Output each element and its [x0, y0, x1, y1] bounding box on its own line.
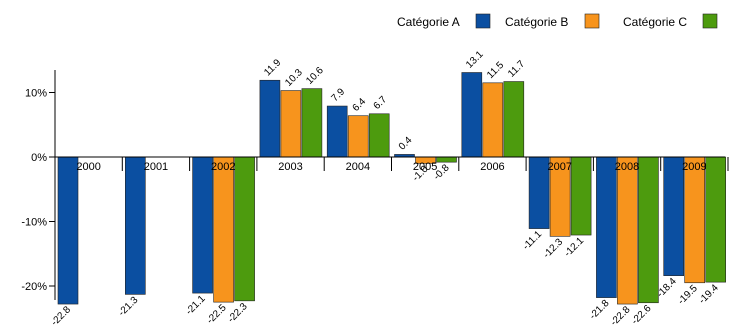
y-tick-label: 0% [31, 152, 47, 164]
x-tick-label: 2001 [144, 161, 168, 173]
data-label: -21.1 [184, 293, 208, 317]
data-label: -19.5 [676, 283, 700, 307]
bar-2001-1 [125, 156, 146, 295]
bar-2008-3 [638, 156, 659, 304]
x-tick-label: 2005 [413, 161, 437, 173]
bar-2004-2 [347, 115, 369, 158]
y-tick-label: -10% [21, 217, 47, 229]
bar-2005-3 [436, 156, 457, 163]
bar-2006-3 [503, 81, 525, 158]
data-label: -22.8 [609, 304, 633, 328]
data-label: 10.3 [283, 67, 305, 89]
data-label: -12.1 [562, 235, 586, 259]
data-label: -11.1 [521, 229, 545, 253]
bar-2009-3 [705, 156, 727, 283]
y-tick-label: 10% [25, 88, 47, 100]
bar-2000-1 [57, 156, 79, 305]
data-label: 11.9 [262, 57, 283, 78]
data-label: 13.1 [464, 49, 486, 71]
data-label: 6.4 [351, 96, 369, 114]
data-label: -12.3 [541, 236, 565, 260]
x-tick-label: 2009 [682, 161, 706, 173]
data-label: 6.7 [372, 94, 390, 112]
x-tick-label: 2007 [548, 161, 572, 173]
data-label: -21.8 [588, 298, 612, 322]
legend: Catégorie A Catégorie B Catégorie C [397, 13, 718, 29]
bar-2002-2 [213, 156, 234, 303]
bar-2004-1 [326, 105, 348, 158]
y-tick-label: -20% [21, 281, 47, 293]
x-tick-label: 2006 [480, 161, 504, 173]
bar-2006-1 [461, 72, 483, 158]
data-label: 11.7 [506, 58, 527, 79]
data-label: -22.6 [630, 303, 654, 327]
data-label: 0.4 [397, 135, 415, 153]
data-label: -22.3 [226, 301, 250, 325]
legend-label: Catégorie C [623, 15, 687, 29]
legend-label: Catégorie A [397, 15, 460, 29]
data-label: -22.5 [205, 302, 229, 326]
bar-2004-3 [368, 113, 390, 158]
bar-2009-2 [684, 156, 706, 284]
data-label: -21.3 [117, 294, 141, 318]
x-tick-label: 2008 [615, 161, 639, 173]
bar-2008-2 [617, 156, 638, 305]
bar-2003-3 [301, 88, 323, 158]
x-tick-label: 2000 [76, 161, 100, 173]
bar-2003-2 [280, 90, 302, 158]
legend-swatch [702, 13, 718, 29]
bars [57, 72, 727, 305]
bar-2007-3 [570, 156, 592, 236]
bar-2003-1 [259, 79, 281, 158]
bar-2009-1 [663, 156, 685, 276]
legend-swatch [475, 13, 491, 29]
x-tick-label: 2003 [278, 161, 302, 173]
x-tick-label: 2002 [211, 161, 235, 173]
data-label: -19.4 [697, 282, 721, 306]
y-axis: 10% 0% -10% -20% [21, 70, 56, 300]
data-label: -22.8 [49, 304, 73, 328]
x-tick-label: 2004 [346, 161, 370, 173]
data-label: 11.5 [485, 60, 506, 81]
legend-label: Catégorie B [505, 15, 568, 29]
bar-2002-3 [234, 156, 255, 302]
bar-2007-1 [528, 156, 550, 229]
bar-2002-1 [192, 156, 213, 294]
bar-2008-1 [596, 156, 617, 298]
bar-2006-2 [482, 82, 504, 158]
legend-swatch [584, 13, 600, 29]
data-label: 7.9 [330, 86, 348, 104]
x-axis: 2000 2001 2002 2003 2004 2005 2006 2007 2008 2009 [54, 156, 729, 173]
data-label: 10.6 [304, 65, 326, 87]
